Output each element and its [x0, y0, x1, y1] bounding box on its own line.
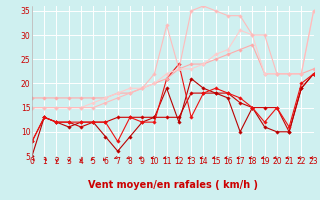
X-axis label: Vent moyen/en rafales ( km/h ): Vent moyen/en rafales ( km/h )	[88, 180, 258, 190]
